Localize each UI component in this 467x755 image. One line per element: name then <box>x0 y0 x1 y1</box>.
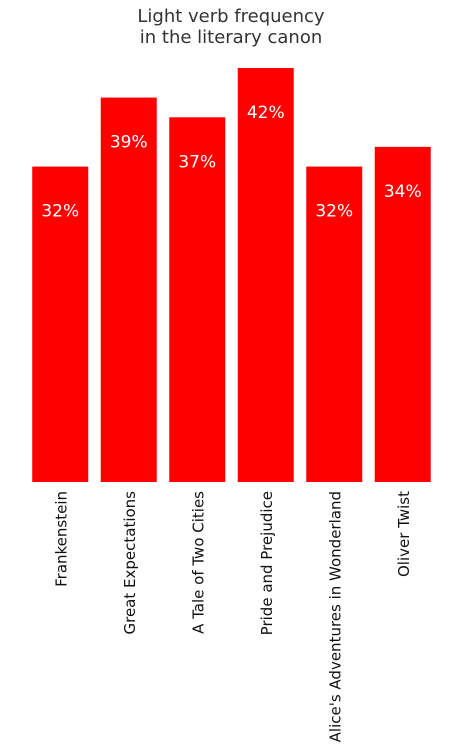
x-tick-label: Frankenstein <box>52 491 70 587</box>
bar-value-label: 32% <box>41 202 79 222</box>
bar-value-label: 37% <box>178 152 216 172</box>
bar <box>306 166 363 482</box>
bar-value-label: 34% <box>384 182 422 202</box>
bar-value-label: 42% <box>247 103 285 123</box>
x-tick-label: A Tale of Two Cities <box>189 491 207 634</box>
bar <box>32 166 89 482</box>
chart-title-text: Light verb frequency in the literary cano… <box>137 6 325 48</box>
bar <box>237 68 294 482</box>
value-labels: 32% 39% 37% 42% 32% 34% <box>41 103 421 222</box>
bar <box>100 97 157 482</box>
bar <box>169 117 226 482</box>
bar <box>374 146 431 483</box>
bar-value-label: 39% <box>110 133 148 153</box>
x-tick-label: Oliver Twist <box>395 491 413 577</box>
x-tick-label: Pride and Prejudice <box>258 491 276 635</box>
x-tick-labels: Frankenstein Great Expectations A Tale of … <box>52 491 413 743</box>
chart-title-line: Light verb frequency <box>137 6 325 27</box>
bar-value-label: 32% <box>315 202 353 222</box>
chart-title-line: in the literary canon <box>140 27 323 48</box>
bars <box>32 68 431 483</box>
x-tick-label: Great Expectations <box>121 491 139 635</box>
x-tick-label: Alice's Adventures in Wonderland <box>326 491 344 742</box>
chart-title: Light verb frequency in the literary cano… <box>137 6 325 48</box>
